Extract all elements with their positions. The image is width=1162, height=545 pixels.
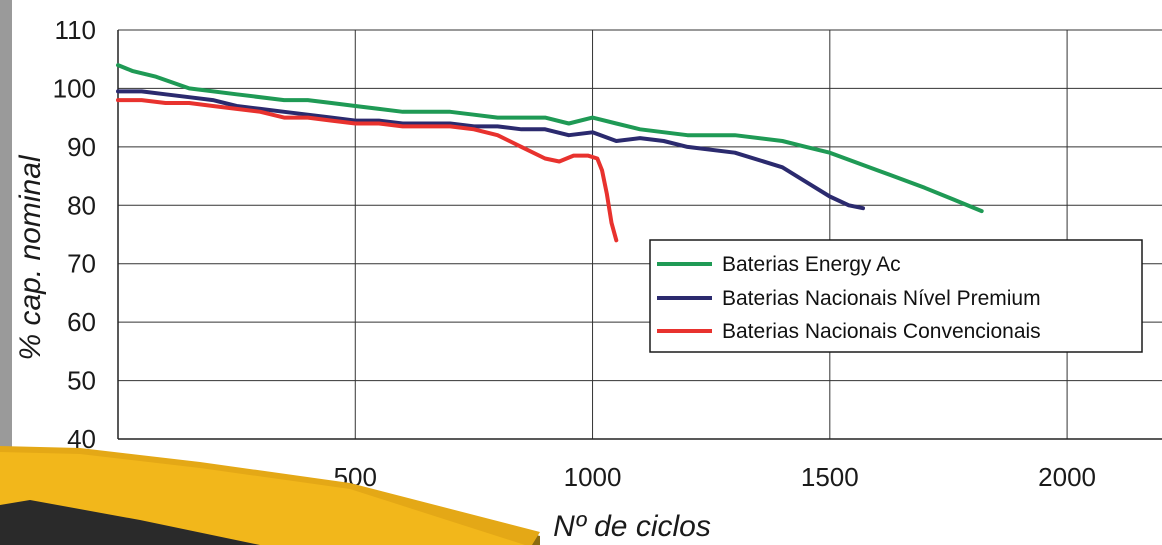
- legend-label-energy-ac: Baterias Energy Ac: [722, 253, 901, 276]
- series-line-1: [116, 89, 865, 211]
- y-tick-label-50: 50: [67, 366, 96, 396]
- x-tick-label-500: 500: [334, 462, 377, 492]
- legend-label-convencionais: Baterias Nacionais Convencionais: [722, 320, 1041, 343]
- y-tick-label-110: 110: [55, 15, 96, 45]
- x-tick-label-1500: 1500: [801, 462, 859, 492]
- y-tick-label-100: 100: [53, 73, 96, 103]
- x-tick-label-0: 0: [111, 462, 125, 492]
- plot-area: [117, 30, 1162, 440]
- y-axis-title: % cap. nominal: [14, 154, 47, 360]
- y-tick-label-80: 80: [67, 190, 96, 220]
- x-tick-label-1000: 1000: [564, 462, 622, 492]
- x-tick-label-2000: 2000: [1038, 462, 1096, 492]
- y-axis-ticks: 40 50 60 70 80 90 100 110: [53, 15, 96, 454]
- left-edge-strip: [0, 0, 12, 545]
- chart-grid: [117, 29, 1162, 440]
- chart-legend: Baterias Energy Ac Baterias Nacionais Ní…: [649, 239, 1143, 353]
- series-line-0: [116, 63, 984, 214]
- y-tick-label-40: 40: [67, 424, 96, 454]
- y-tick-label-60: 60: [67, 307, 96, 337]
- y-tick-label-90: 90: [67, 132, 96, 162]
- legend-box: [649, 239, 1143, 353]
- chart-series: [116, 63, 984, 243]
- series-line-2: [116, 98, 619, 243]
- legend-label-premium: Baterias Nacionais Nível Premium: [722, 287, 1041, 310]
- y-tick-label-70: 70: [67, 249, 96, 279]
- x-axis-ticks: 0 500 1000 1500 2000: [111, 462, 1096, 492]
